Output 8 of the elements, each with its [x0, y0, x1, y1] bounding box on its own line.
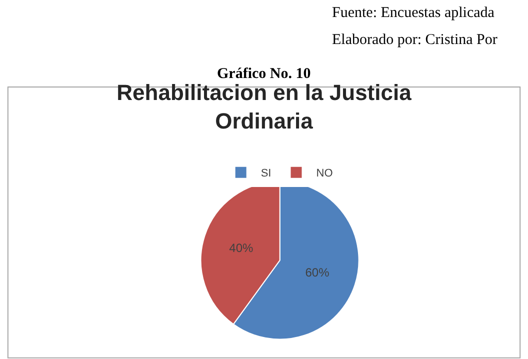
- text: Gráfico No. 10: [217, 66, 311, 82]
- chart-title: Rehabilitacion en la Justicia Ordinaria: [116, 80, 412, 134]
- legend-label: SI: [260, 168, 272, 180]
- data-label: 60%: [305, 265, 330, 280]
- source-note: Fuente: Encuestas aplicada: [332, 5, 495, 21]
- text: Elaborado por: Cristina Por: [332, 32, 498, 48]
- data-label: 40%: [229, 240, 254, 255]
- legend-label: NO: [316, 168, 334, 180]
